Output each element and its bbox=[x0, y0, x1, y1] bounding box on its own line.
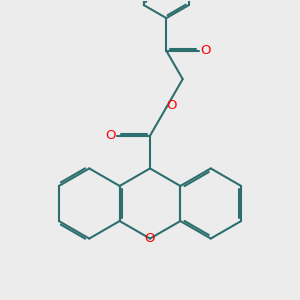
Text: O: O bbox=[106, 129, 116, 142]
Text: O: O bbox=[145, 232, 155, 245]
Text: O: O bbox=[200, 44, 211, 57]
Text: O: O bbox=[167, 99, 177, 112]
